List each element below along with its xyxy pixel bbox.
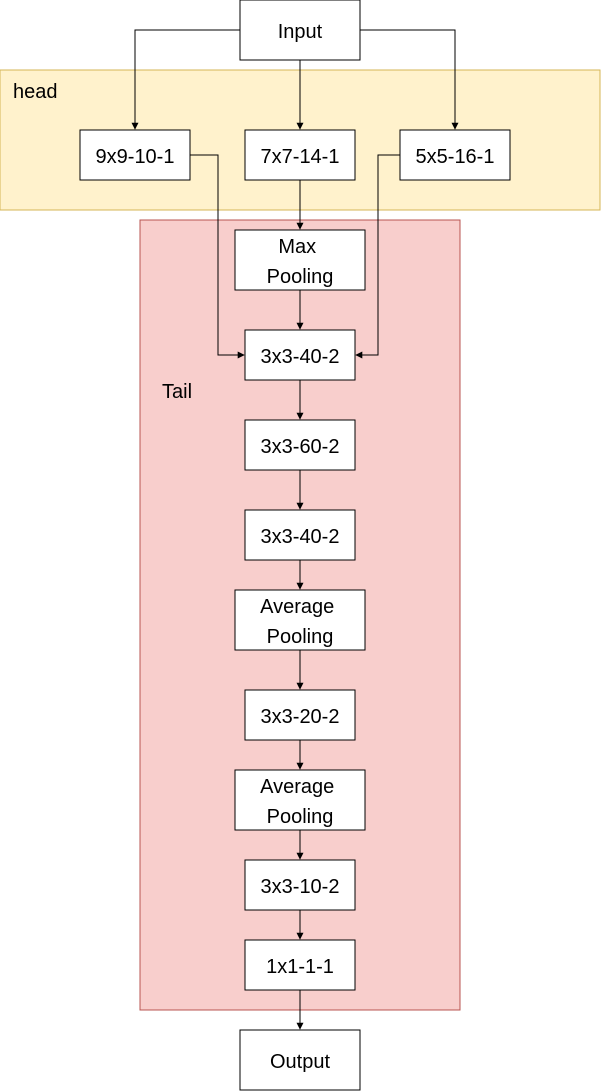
node-output-label: Output — [270, 1051, 330, 1073]
node-7x7-conv-box — [244, 129, 356, 181]
node-average-pooling-1-box — [234, 589, 366, 651]
node-conv-3x3-20-label: 3x3-20-2 — [261, 706, 340, 728]
connections — [131, 29, 459, 1030]
node-7x7-conv-label: 7x7-14-1 — [261, 146, 340, 168]
node-5x5-conv-box — [399, 129, 511, 181]
node-average-pooling-1-label: Average Pooling — [260, 596, 340, 648]
node-max-pooling-box — [234, 229, 366, 291]
edge-input-to-5x5 — [360, 29, 459, 130]
node-conv-1x1-1-box — [244, 939, 356, 991]
node-average-pooling-1: Average Pooling — [234, 589, 366, 651]
node-input: Input — [239, 0, 361, 61]
node-conv-3x3-40-b: 3x3-40-2 — [244, 509, 356, 561]
node-7x7-conv: 7x7-14-1 — [244, 129, 356, 181]
node-conv-3x3-10: 3x3-10-2 — [244, 859, 356, 911]
node-input-label: Input — [278, 21, 323, 43]
edge-9x9-to-conv1 — [190, 154, 245, 359]
head-group-label: head — [13, 81, 58, 103]
node-conv-3x3-60-label: 3x3-60-2 — [261, 436, 340, 458]
node-average-pooling-2-box — [234, 769, 366, 831]
node-conv-3x3-40-b-label: 3x3-40-2 — [261, 526, 340, 548]
node-9x9-conv: 9x9-10-1 — [79, 129, 191, 181]
tail-group-label: Tail — [162, 381, 192, 403]
node-conv-3x3-60-box — [244, 419, 356, 471]
node-conv-3x3-40-b-box — [244, 509, 356, 561]
node-9x9-conv-box — [79, 129, 191, 181]
node-conv-3x3-10-box — [244, 859, 356, 911]
node-conv-1x1-1: 1x1-1-1 — [244, 939, 356, 991]
node-input-box — [239, 0, 361, 61]
node-conv-3x3-40-a-box — [244, 329, 356, 381]
edge-input-to-9x9 — [131, 29, 240, 130]
node-average-pooling-2: Average Pooling — [234, 769, 366, 831]
edge-5x5-to-conv1 — [355, 154, 400, 359]
node-conv-3x3-40-a: 3x3-40-2 — [244, 329, 356, 381]
node-conv-3x3-20-box — [244, 689, 356, 741]
node-conv-3x3-40-a-label: 3x3-40-2 — [261, 346, 340, 368]
node-9x9-conv-label: 9x9-10-1 — [96, 146, 175, 168]
node-conv-1x1-1-label: 1x1-1-1 — [266, 956, 334, 978]
node-conv-3x3-10-label: 3x3-10-2 — [261, 876, 340, 898]
node-output-box — [239, 1029, 361, 1091]
node-conv-3x3-60: 3x3-60-2 — [244, 419, 356, 471]
node-average-pooling-2-label: Average Pooling — [260, 776, 340, 828]
node-max-pooling: Max Pooling — [234, 229, 366, 291]
node-max-pooling-label: Max Pooling — [267, 236, 334, 288]
node-conv-3x3-20: 3x3-20-2 — [244, 689, 356, 741]
node-output: Output — [239, 1029, 361, 1091]
node-5x5-conv: 5x5-16-1 — [399, 129, 511, 181]
node-5x5-conv-label: 5x5-16-1 — [416, 146, 495, 168]
